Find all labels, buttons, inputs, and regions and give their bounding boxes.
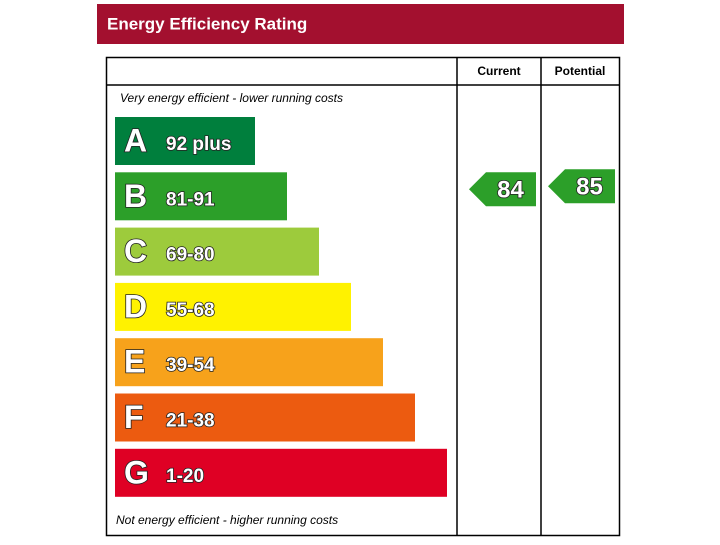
potential-arrow [548,169,615,204]
band-range: 81-91 [166,189,215,210]
current-arrow [469,172,536,207]
band-bar [115,448,447,497]
band-range: 1-20 [166,466,204,487]
current-header: Current [477,64,520,78]
band-letter: G [124,454,149,490]
band-bar [115,172,287,221]
band-letter: A [124,122,147,158]
band-letter: D [124,288,147,324]
current-value: 84 [497,177,524,204]
top-note: Very energy efficient - lower running co… [120,91,343,105]
band-range: 92 plus [166,134,231,155]
band-bar [115,117,255,165]
band-letter: E [124,344,145,380]
bands: A 92 plus B 81-91 C 69-80 D 55-68 E 39-54 F 21-38 G 1… [115,117,447,497]
band-letter: F [124,399,144,435]
band-range: 55-68 [166,300,215,321]
band-range: 69-80 [166,245,215,266]
band-range: 21-38 [166,411,215,432]
band-bar [115,393,415,442]
title: Energy Efficiency Rating [107,14,307,33]
band-letter: C [124,233,147,269]
table-frame [105,56,621,537]
arrows: 84 85 [469,169,615,207]
band-range: 39-54 [166,355,215,376]
band-bar [115,338,383,387]
band-bar [115,227,319,276]
potential-value: 85 [576,174,603,201]
bottom-note: Not energy efficient - higher running co… [116,513,338,527]
band-bar [115,282,351,331]
band-letter: B [124,178,147,214]
potential-header: Potential [555,64,606,78]
title-bar [97,4,624,44]
